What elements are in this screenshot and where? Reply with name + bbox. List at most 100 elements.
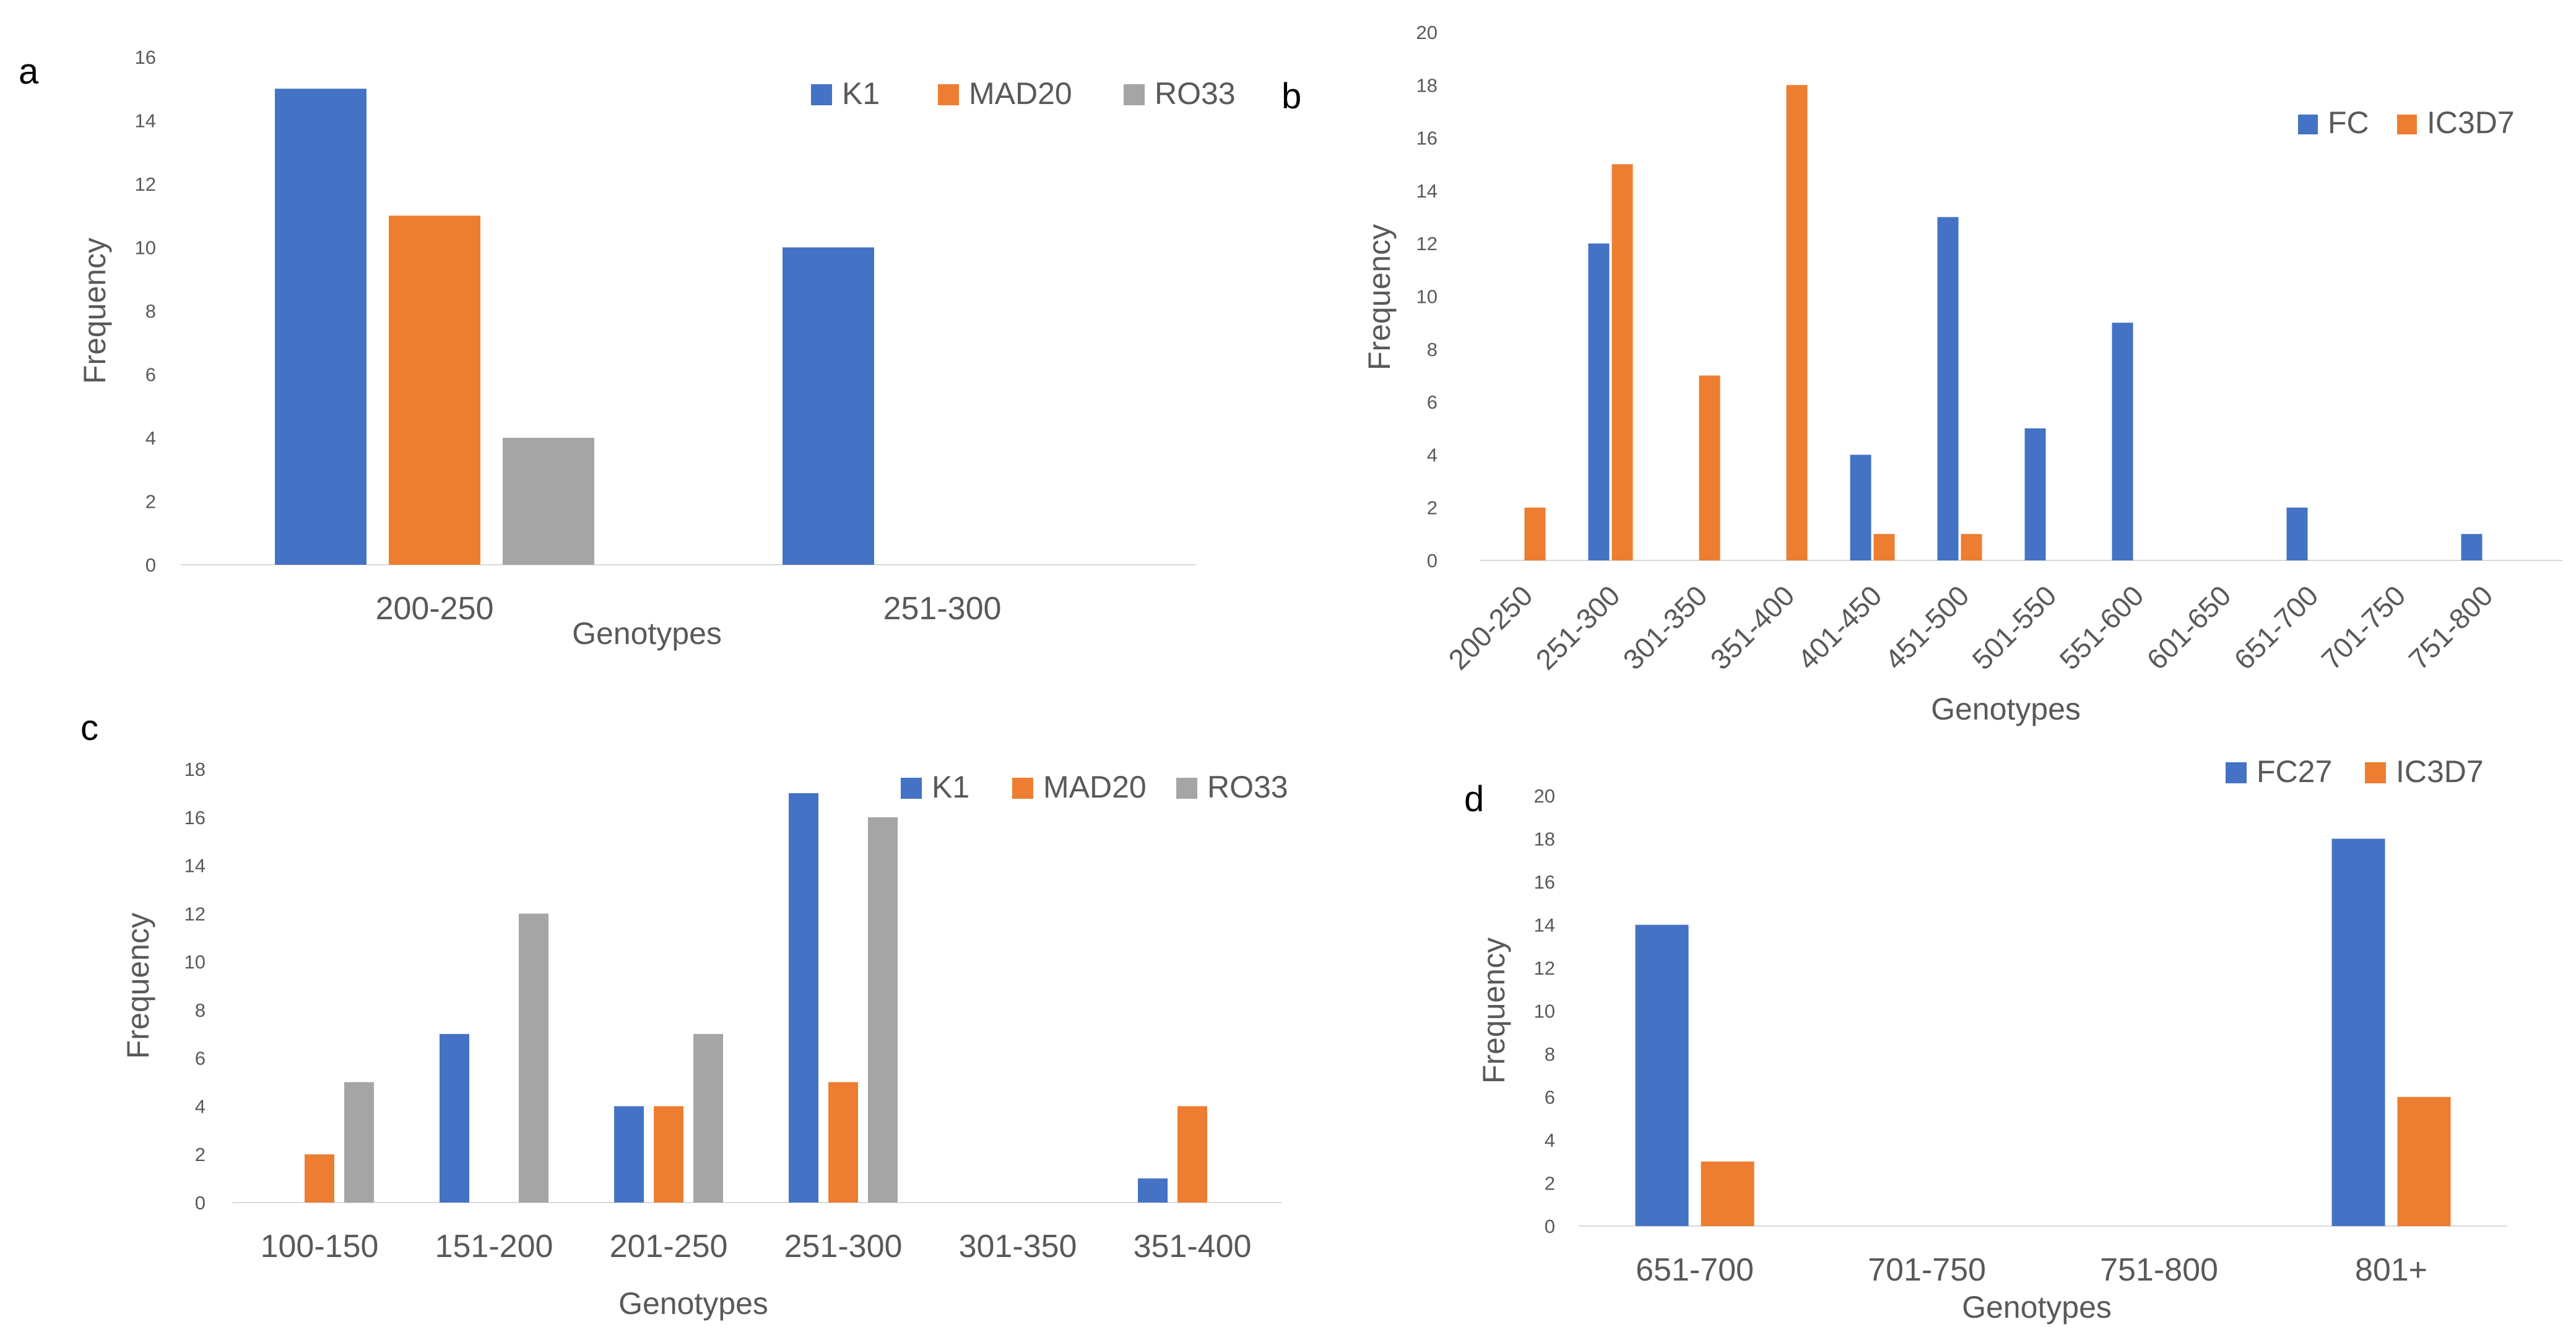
category-label: 251-300 bbox=[1529, 579, 1626, 676]
legend-label: RO33 bbox=[1155, 76, 1236, 111]
y-tick-label: 16 bbox=[1416, 128, 1438, 149]
y-tick-label: 12 bbox=[1416, 233, 1438, 255]
panel-label: a bbox=[19, 51, 39, 92]
y-tick-label: 18 bbox=[1416, 74, 1438, 96]
legend-swatch-ic3d7 bbox=[2365, 762, 2386, 783]
x-axis-title: Genotypes bbox=[1962, 1290, 2112, 1325]
legend-swatch-k1 bbox=[901, 778, 922, 799]
bar-ro33-201-250[interactable] bbox=[693, 1033, 723, 1203]
legend-label: FC27 bbox=[2257, 754, 2332, 789]
y-tick-label: 0 bbox=[195, 1192, 206, 1214]
y-tick-label: 20 bbox=[1534, 785, 1555, 807]
bar-fc-401-450[interactable] bbox=[1850, 455, 1871, 560]
y-tick-label: 0 bbox=[145, 554, 156, 576]
legend-label: IC3D7 bbox=[2396, 754, 2484, 789]
legend-swatch-fc bbox=[2298, 115, 2318, 134]
legend-swatch-fc27 bbox=[2226, 762, 2247, 783]
category-label: 200-250 bbox=[1442, 579, 1538, 676]
legend: FC27 IC3D7 bbox=[2226, 754, 2484, 789]
bar-mad20-100-150[interactable] bbox=[305, 1154, 334, 1203]
bar-fc-751-800[interactable] bbox=[2461, 534, 2483, 560]
y-tick-label: 2 bbox=[1545, 1173, 1555, 1194]
category-label: 501-550 bbox=[1966, 579, 2062, 676]
bar-fc-501-550[interactable] bbox=[2024, 428, 2046, 560]
chart-panel-a: a 0 2 4 6 8 10 12 14 16 200-250 251-300 Genotypes Fre… bbox=[19, 46, 1236, 651]
y-tick-label: 2 bbox=[195, 1144, 206, 1165]
y-tick-label: 12 bbox=[135, 173, 156, 195]
bar-mad20-200-250[interactable] bbox=[389, 215, 480, 565]
category-label: 651-700 bbox=[1636, 1252, 1754, 1288]
bar-ic3d7-651-700[interactable] bbox=[1701, 1161, 1754, 1226]
y-tick-label: 8 bbox=[145, 300, 156, 322]
bar-ic3d7-801+[interactable] bbox=[2397, 1097, 2451, 1227]
y-tick-label: 8 bbox=[195, 999, 206, 1021]
bar-ic3d7-200-250[interactable] bbox=[1524, 507, 1546, 560]
y-tick-label: 20 bbox=[1416, 22, 1438, 43]
category-label: 200-250 bbox=[376, 591, 494, 627]
y-tick-label: 10 bbox=[1534, 1001, 1555, 1022]
bar-k1-251-300[interactable] bbox=[783, 247, 874, 565]
bar-ic3d7-351-400[interactable] bbox=[1786, 85, 1808, 561]
bar-ro33-251-300[interactable] bbox=[868, 817, 898, 1203]
bar-k1-200-250[interactable] bbox=[275, 89, 366, 565]
bar-fc27-801+[interactable] bbox=[2331, 838, 2385, 1227]
bar-mad20-251-300[interactable] bbox=[828, 1082, 858, 1203]
x-axis-title: Genotypes bbox=[618, 1286, 768, 1321]
category-label: 251-300 bbox=[883, 591, 1002, 627]
category-label: 701-750 bbox=[2315, 579, 2411, 676]
bar-ro33-100-150[interactable] bbox=[344, 1082, 374, 1203]
category-label: 401-450 bbox=[1791, 579, 1888, 676]
legend-swatch-ro33 bbox=[1176, 778, 1197, 799]
y-axis-title: Frequency bbox=[77, 238, 112, 384]
y-tick-label: 4 bbox=[1427, 444, 1438, 466]
bar-ic3d7-251-300[interactable] bbox=[1611, 164, 1633, 560]
bar-ro33-151-200[interactable] bbox=[519, 913, 549, 1203]
y-tick-label: 12 bbox=[1534, 957, 1555, 979]
y-tick-label: 4 bbox=[195, 1095, 206, 1117]
y-tick-label: 0 bbox=[1545, 1216, 1555, 1237]
chart-panel-d: d 0 2 4 6 8 10 12 14 16 18 20 651-700 701-750 751-800 8… bbox=[1464, 754, 2507, 1325]
bar-mad20-351-400[interactable] bbox=[1177, 1106, 1207, 1203]
category-label: 351-400 bbox=[1134, 1229, 1252, 1264]
legend-swatch-ic3d7 bbox=[2397, 115, 2417, 134]
y-tick-label: 6 bbox=[145, 364, 156, 386]
bar-k1-251-300[interactable] bbox=[789, 793, 818, 1203]
y-tick-label: 6 bbox=[1545, 1087, 1555, 1108]
bar-k1-151-200[interactable] bbox=[440, 1033, 469, 1203]
y-tick-label: 10 bbox=[135, 237, 156, 259]
y-tick-label: 14 bbox=[135, 110, 156, 132]
legend-label: K1 bbox=[842, 76, 880, 111]
y-tick-label: 2 bbox=[1427, 497, 1438, 519]
bar-k1-351-400[interactable] bbox=[1138, 1178, 1168, 1203]
bar-fc27-651-700[interactable] bbox=[1635, 925, 1689, 1227]
legend-label: IC3D7 bbox=[2427, 105, 2515, 140]
bar-fc-551-600[interactable] bbox=[2112, 323, 2133, 560]
y-tick-label: 8 bbox=[1545, 1043, 1555, 1065]
y-tick-label: 10 bbox=[1416, 286, 1438, 308]
bar-fc-651-700[interactable] bbox=[2286, 507, 2308, 560]
legend-swatch-ro33 bbox=[1124, 84, 1145, 105]
category-label: 301-350 bbox=[959, 1229, 1077, 1264]
bar-ic3d7-451-500[interactable] bbox=[1961, 534, 1982, 560]
bar-mad20-201-250[interactable] bbox=[654, 1106, 683, 1203]
category-label: 201-250 bbox=[610, 1229, 728, 1264]
legend-label: RO33 bbox=[1207, 770, 1288, 804]
chart-panel-b: b 0 2 4 6 8 10 12 14 16 18 20 200-250251-300301-3503… bbox=[1281, 22, 2563, 726]
bar-k1-201-250[interactable] bbox=[614, 1106, 644, 1203]
y-tick-label: 10 bbox=[184, 951, 206, 973]
legend: K1 MAD20 RO33 bbox=[811, 76, 1236, 111]
bar-fc-451-500[interactable] bbox=[1937, 217, 1959, 560]
bar-ic3d7-401-450[interactable] bbox=[1873, 534, 1895, 560]
legend-swatch-mad20 bbox=[1012, 778, 1033, 799]
category-label: 251-300 bbox=[784, 1229, 903, 1264]
y-axis-title: Frequency bbox=[121, 913, 155, 1059]
y-tick-label: 12 bbox=[184, 903, 206, 925]
y-tick-label: 4 bbox=[145, 427, 156, 449]
bar-fc-251-300[interactable] bbox=[1588, 243, 1610, 560]
category-label: 351-400 bbox=[1704, 579, 1800, 676]
y-tick-label: 6 bbox=[195, 1048, 206, 1069]
category-label: 801+ bbox=[2355, 1252, 2427, 1288]
y-tick-label: 0 bbox=[1427, 550, 1438, 572]
bar-ic3d7-301-350[interactable] bbox=[1699, 375, 1720, 560]
bar-ro33-200-250[interactable] bbox=[503, 438, 594, 565]
